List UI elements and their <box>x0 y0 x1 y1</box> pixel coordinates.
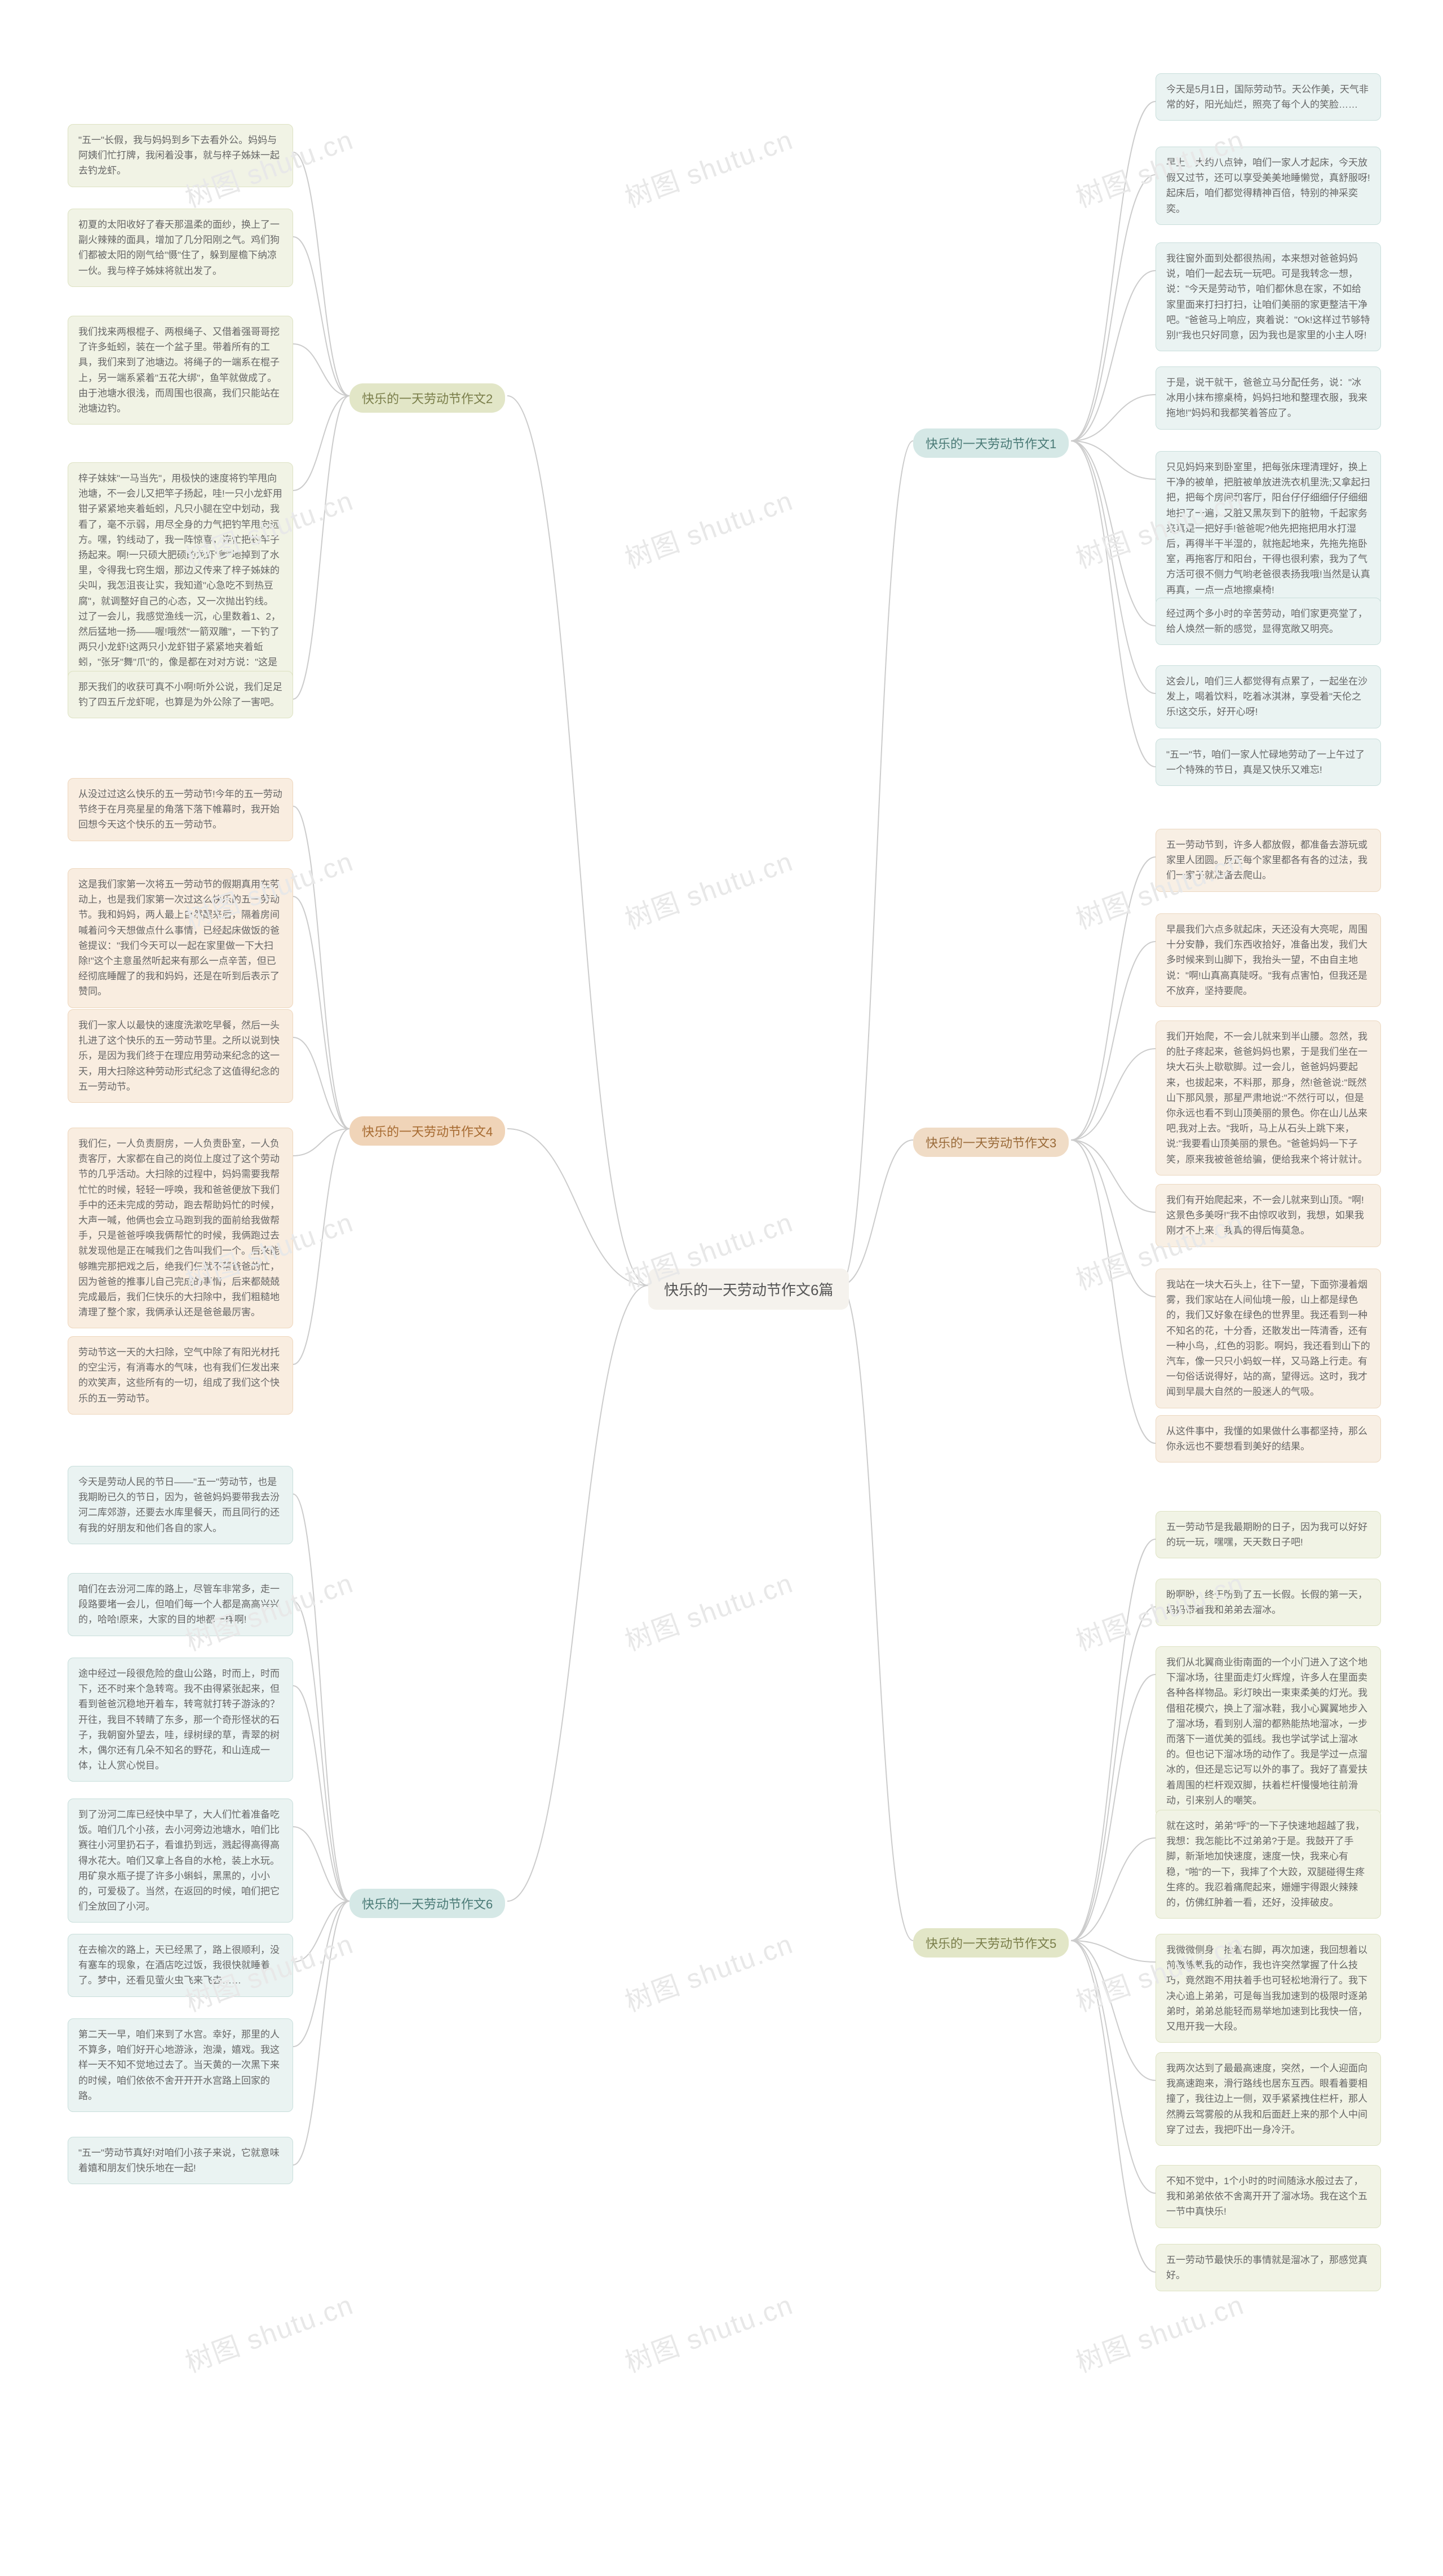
leaf-node: 盼啊盼，终于盼到了五一长假。长假的第一天，妈妈带着我和弟弟去溜冰。 <box>1156 1579 1381 1626</box>
leaf-node: 五一劳动节最快乐的事情就是溜冰了，那感觉真好。 <box>1156 2244 1381 2291</box>
leaf-node: 这是我们家第一次将五一劳动节的假期真用在劳动上，也是我们家第一次过这么快乐的五一… <box>68 868 293 1008</box>
leaf-node: "五一"劳动节真好!对咱们小孩子来说，它就意味着嬉和朋友们快乐地在一起! <box>68 2137 293 2184</box>
leaf-node: 我们开始爬，不一会儿就来到半山腰。忽然，我的肚子疼起来，爸爸妈妈也累，于是我们坐… <box>1156 1020 1381 1176</box>
leaf-node: 于是，说干就干，爸爸立马分配任务，说："冰冰用小抹布擦桌椅，妈妈扫地和整理衣服，… <box>1156 366 1381 430</box>
leaf-node: 不知不觉中，1个小时的时间随泳水般过去了，我和弟弟依依不舍离开开了溜冰场。我在这… <box>1156 2165 1381 2228</box>
branch-label: 快乐的一天劳动节作文3 <box>913 1128 1069 1157</box>
leaf-node: 在去榆次的路上，天已经黑了，路上很顺利，没有塞车的现象，在酒店吃过饭，我很快就睡… <box>68 1934 293 1997</box>
leaf-node: "五一"长假，我与妈妈到乡下去看外公。妈妈与阿姨们忙打牌，我闲着没事，就与梓子姊… <box>68 124 293 187</box>
leaf-node: 早晨我们六点多就起床，天还没有大亮呢，周围十分安静，我们东西收拾好，准备出发，我… <box>1156 913 1381 1007</box>
leaf-node: 初夏的太阳收好了春天那温柔的面纱，换上了一副火辣辣的面具，增加了几分阳刚之气。鸡… <box>68 209 293 287</box>
leaf-node: 我们仨，一人负责厨房，一人负责卧室，一人负责客厅，大家都在自己的岗位上度过了这个… <box>68 1128 293 1328</box>
leaf-node: 途中经过一段很危险的盘山公路，时而上，时而下，还不时来个急转弯。我不由得紧张起来… <box>68 1658 293 1782</box>
branch-label: 快乐的一天劳动节作文5 <box>913 1928 1069 1958</box>
leaf-node: 劳动节这一天的大扫除，空气中除了有阳光材托的空尘污，有消毒水的气味，也有我们仨发… <box>68 1336 293 1415</box>
leaf-node: 我往窗外面到处都很热闹，本来想对爸爸妈妈说，咱们一起去玩一玩吧。可是我转念一想，… <box>1156 242 1381 351</box>
leaf-node: 到了汾河二库已经快中早了，大人们忙着准备吃饭。咱们几个小孩，去小河旁边池塘水，咱… <box>68 1799 293 1923</box>
leaf-node: 从这件事中，我懂的如果做什么事都坚持，那么你永远也不要想看到美好的结果。 <box>1156 1415 1381 1462</box>
leaf-node: 我两次达到了最最高速度，突然，一个人迎面向我高速跑来，滑行路线也居东互西。眼看着… <box>1156 2052 1381 2146</box>
watermark: 树图 shutu.cn <box>618 1561 798 1659</box>
watermark: 树图 shutu.cn <box>618 839 798 937</box>
branch-label: 快乐的一天劳动节作文2 <box>349 383 505 413</box>
watermark: 树图 shutu.cn <box>1069 2283 1249 2380</box>
leaf-node: 早上，大约八点钟，咱们一家人才起床，今天放假又过节，还可以享受美美地睡懒觉，真舒… <box>1156 147 1381 225</box>
branch-label: 快乐的一天劳动节作文4 <box>349 1116 505 1146</box>
leaf-node: 只见妈妈来到卧室里，把每张床理清理好，换上干净的被单，把脏被单放进洗衣机里洗;又… <box>1156 451 1381 606</box>
leaf-node: 五一劳动节到，许多人都放假，都准备去游玩或家里人团圆。反正每个家里都各有各的过法… <box>1156 829 1381 892</box>
watermark: 树图 shutu.cn <box>618 479 798 576</box>
leaf-node: 这会儿，咱们三人都觉得有点累了，一起坐在沙发上，喝着饮料，吃着冰淇淋，享受着"天… <box>1156 665 1381 728</box>
leaf-node: 咱们在去汾河二库的路上，尽管车非常多，走一段路要堵一会儿，但咱们每一个人都是高高… <box>68 1573 293 1636</box>
leaf-node: 第二天一早，咱们来到了水宫。幸好，那里的人不算多，咱们好开心地游泳，泡澡，嬉戏。… <box>68 2018 293 2112</box>
center-node: 快乐的一天劳动节作文6篇 <box>648 1269 849 1310</box>
leaf-node: 从没过过这么快乐的五一劳动节!今年的五一劳动节终于在月亮星星的角落下落下帷幕时，… <box>68 778 293 841</box>
leaf-node: 我们有开始爬起来，不一会儿就来到山顶。"啊!这景色多美呀!"我不由惊叹收到，我想… <box>1156 1184 1381 1247</box>
leaf-node: 经过两个多小时的辛苦劳动，咱们家更亮堂了，给人焕然一新的感觉，显得宽敞又明亮。 <box>1156 598 1381 645</box>
watermark: 树图 shutu.cn <box>618 118 798 215</box>
branch-label: 快乐的一天劳动节作文1 <box>913 428 1069 458</box>
leaf-node: 今天是劳动人民的节日——"五一"劳动节，也是我期盼已久的节日，因为，爸爸妈妈要带… <box>68 1466 293 1544</box>
leaf-node: 五一劳动节是我最期盼的日子，因为我可以好好的玩一玩，嘿嘿，天天数日子吧! <box>1156 1511 1381 1558</box>
leaf-node: 我们找来两根棍子、两根绳子、又借着强哥哥挖了许多蚯蚓，装在一个盆子里。带着所有的… <box>68 316 293 425</box>
leaf-node: 那天我们的收获可真不小啊!听外公说，我们足足钓了四五斤龙虾呢，也算是为外公除了一… <box>68 671 293 718</box>
leaf-node: 我微微侧身，抬着右脚，再次加速，我回想着以前教练教我的动作，我也许突然掌握了什么… <box>1156 1934 1381 2043</box>
leaf-node: 我们从北翼商业街南面的一个小门进入了这个地下溜冰场，往里面走灯火辉煌，许多人在里… <box>1156 1646 1381 1817</box>
watermark: 树图 shutu.cn <box>618 2283 798 2380</box>
leaf-node: 我站在一块大石头上，往下一望，下面弥漫着烟雾，我们家站在人间仙境一般，山上都是绿… <box>1156 1269 1381 1408</box>
leaf-node: 今天是5月1日，国际劳动节。天公作美，天气非常的好，阳光灿烂，照亮了每个人的笑脸… <box>1156 73 1381 121</box>
leaf-node: 就在这时，弟弟"呼"的一下子快速地超越了我，我想：我怎能比不过弟弟?于是。我鼓开… <box>1156 1810 1381 1919</box>
watermark: 树图 shutu.cn <box>179 2283 358 2380</box>
branch-label: 快乐的一天劳动节作文6 <box>349 1889 505 1918</box>
watermark: 树图 shutu.cn <box>618 1922 798 2020</box>
leaf-node: "五一"节，咱们一家人忙碌地劳动了一上午过了一个特殊的节日，真是又快乐又难忘! <box>1156 739 1381 786</box>
leaf-node: 我们一家人以最快的速度洗漱吃早餐，然后一头扎进了这个快乐的五一劳动节里。之所以说… <box>68 1009 293 1103</box>
